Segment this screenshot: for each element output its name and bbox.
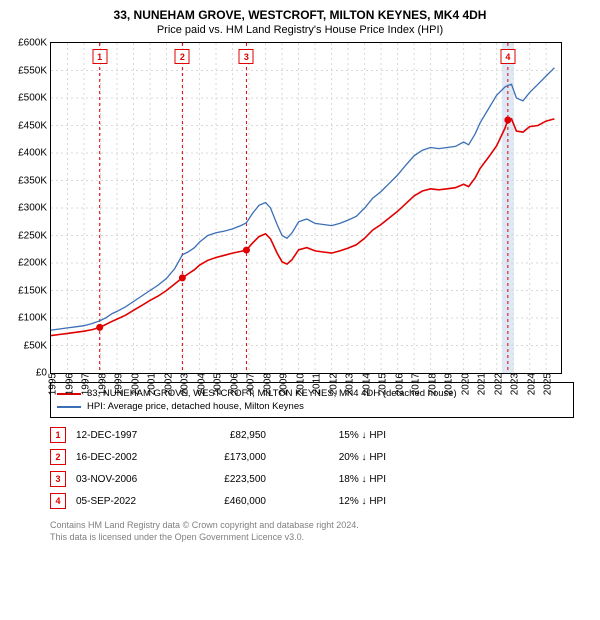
transaction-price: £223,500 bbox=[186, 474, 266, 485]
x-axis-label: 2004 bbox=[192, 373, 207, 395]
y-axis-label: £350K bbox=[18, 175, 51, 186]
transaction-price: £173,000 bbox=[186, 452, 266, 463]
x-axis-label: 2014 bbox=[357, 373, 372, 395]
transaction-marker: 4 bbox=[50, 493, 66, 509]
footer-line: This data is licensed under the Open Gov… bbox=[50, 532, 560, 544]
transaction-date: 03-NOV-2006 bbox=[76, 474, 176, 485]
x-axis-label: 2002 bbox=[159, 373, 174, 395]
x-axis-label: 2007 bbox=[242, 373, 257, 395]
table-row: 1 12-DEC-1997 £82,950 15% ↓ HPI bbox=[50, 424, 560, 446]
y-axis-label: £400K bbox=[18, 148, 51, 159]
transaction-delta: 15% ↓ HPI bbox=[276, 430, 386, 441]
page-subtitle: Price paid vs. HM Land Registry's House … bbox=[0, 22, 600, 42]
x-axis-label: 2009 bbox=[275, 373, 290, 395]
y-axis-label: £550K bbox=[18, 65, 51, 76]
x-axis-label: 1997 bbox=[77, 373, 92, 395]
transaction-date: 12-DEC-1997 bbox=[76, 430, 176, 441]
y-axis-label: £500K bbox=[18, 93, 51, 104]
transaction-price: £82,950 bbox=[186, 430, 266, 441]
page-title: 33, NUNEHAM GROVE, WESTCROFT, MILTON KEY… bbox=[0, 0, 600, 22]
price-chart: £0£50K£100K£150K£200K£250K£300K£350K£400… bbox=[50, 42, 562, 374]
footer-line: Contains HM Land Registry data © Crown c… bbox=[50, 520, 560, 532]
x-axis-label: 2008 bbox=[258, 373, 273, 395]
y-axis-label: £450K bbox=[18, 120, 51, 131]
legend-swatch bbox=[57, 406, 81, 408]
y-axis-label: £300K bbox=[18, 203, 51, 214]
transaction-date: 05-SEP-2022 bbox=[76, 496, 176, 507]
transaction-date: 16-DEC-2002 bbox=[76, 452, 176, 463]
y-axis-label: £50K bbox=[24, 340, 51, 351]
y-axis-label: £600K bbox=[18, 38, 51, 49]
transaction-marker: 2 bbox=[175, 49, 190, 64]
transaction-delta: 20% ↓ HPI bbox=[276, 452, 386, 463]
x-axis-label: 1999 bbox=[110, 373, 125, 395]
x-axis-label: 2001 bbox=[143, 373, 158, 395]
x-axis-label: 2005 bbox=[209, 373, 224, 395]
x-axis-label: 2019 bbox=[440, 373, 455, 395]
transaction-marker: 2 bbox=[50, 449, 66, 465]
x-axis-label: 2016 bbox=[390, 373, 405, 395]
x-axis-label: 2010 bbox=[291, 373, 306, 395]
x-axis-label: 2024 bbox=[522, 373, 537, 395]
table-row: 4 05-SEP-2022 £460,000 12% ↓ HPI bbox=[50, 490, 560, 512]
x-axis-label: 2023 bbox=[506, 373, 521, 395]
table-row: 3 03-NOV-2006 £223,500 18% ↓ HPI bbox=[50, 468, 560, 490]
x-axis-label: 1995 bbox=[44, 373, 59, 395]
x-axis-label: 2006 bbox=[225, 373, 240, 395]
transaction-delta: 12% ↓ HPI bbox=[276, 496, 386, 507]
x-axis-label: 2011 bbox=[308, 373, 323, 395]
legend-label: HPI: Average price, detached house, Milt… bbox=[87, 401, 304, 412]
transaction-marker: 3 bbox=[239, 49, 254, 64]
x-axis-label: 2018 bbox=[423, 373, 438, 395]
x-axis-label: 2015 bbox=[374, 373, 389, 395]
y-axis-label: £200K bbox=[18, 258, 51, 269]
x-axis-label: 2000 bbox=[126, 373, 141, 395]
transactions-table: 1 12-DEC-1997 £82,950 15% ↓ HPI 2 16-DEC-2002… bbox=[50, 424, 560, 512]
x-axis-label: 2003 bbox=[176, 373, 191, 395]
x-axis-label: 1996 bbox=[60, 373, 75, 395]
y-axis-label: £100K bbox=[18, 313, 51, 324]
transaction-marker: 1 bbox=[50, 427, 66, 443]
table-row: 2 16-DEC-2002 £173,000 20% ↓ HPI bbox=[50, 446, 560, 468]
y-axis-label: £150K bbox=[18, 285, 51, 296]
x-axis-label: 2013 bbox=[341, 373, 356, 395]
chart-footer: Contains HM Land Registry data © Crown c… bbox=[50, 520, 560, 543]
transaction-marker: 3 bbox=[50, 471, 66, 487]
transaction-price: £460,000 bbox=[186, 496, 266, 507]
transaction-marker: 4 bbox=[500, 49, 515, 64]
x-axis-label: 2017 bbox=[407, 373, 422, 395]
x-axis-label: 1998 bbox=[93, 373, 108, 395]
legend-item: HPI: Average price, detached house, Milt… bbox=[57, 400, 567, 413]
x-axis-label: 2021 bbox=[473, 373, 488, 395]
y-axis-label: £250K bbox=[18, 230, 51, 241]
x-axis-label: 2022 bbox=[489, 373, 504, 395]
transaction-marker: 1 bbox=[92, 49, 107, 64]
x-axis-label: 2025 bbox=[539, 373, 554, 395]
transaction-delta: 18% ↓ HPI bbox=[276, 474, 386, 485]
x-axis-label: 2020 bbox=[456, 373, 471, 395]
x-axis-label: 2012 bbox=[324, 373, 339, 395]
